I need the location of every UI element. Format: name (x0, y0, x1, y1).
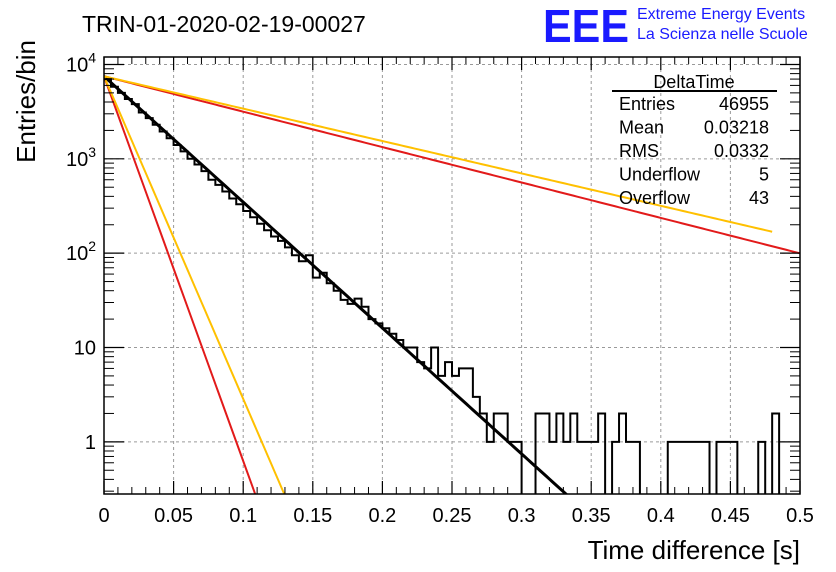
histogram-line (104, 78, 781, 494)
x-tick-label: 0.4 (647, 505, 675, 527)
stats-label: Entries (619, 94, 675, 114)
eee-logo: EEE Extreme Energy Events La Scienza nel… (543, 0, 808, 52)
y-tick-label: 104 (66, 49, 96, 76)
fit-curve-4 (104, 75, 773, 233)
x-tick-label: 0.45 (711, 505, 750, 527)
y-axis-title: Entries/bin (11, 40, 41, 163)
x-tick-label: 0.1 (229, 505, 257, 527)
plot-area (104, 75, 800, 494)
logo-mark: EEE (543, 0, 629, 52)
x-tick-label: 0.5 (786, 505, 814, 527)
x-tick-label: 0.3 (508, 505, 536, 527)
stats-value: 43 (749, 188, 769, 208)
fit-curve-5 (104, 75, 286, 494)
fit-curve-2 (104, 75, 800, 255)
stats-label: Overflow (619, 188, 691, 208)
stats-value: 46955 (719, 94, 769, 114)
y-tick-label: 10 (74, 337, 96, 359)
x-axis-title: Time difference [s] (588, 535, 800, 565)
x-tick-label: 0.2 (368, 505, 396, 527)
y-tick-label: 103 (66, 144, 96, 171)
x-axis: 0 0.05 0.1 0.15 0.2 0.25 0.3 0.35 0.4 0.45 0.5 (98, 57, 814, 527)
stats-value: 0.03218 (704, 118, 769, 138)
stats-label: RMS (619, 141, 659, 161)
stats-value: 0.0332 (714, 141, 769, 161)
stats-label: Mean (619, 118, 664, 138)
fit-curve-3 (104, 75, 257, 494)
chart-title: TRIN-01-2020-02-19-00027 (82, 11, 366, 37)
grid-lines (104, 57, 800, 494)
y-axis: 1 10 102 103 104 (66, 49, 800, 492)
y-tick-label: 1 (85, 432, 96, 454)
stats-title: DeltaTime (653, 72, 734, 92)
x-tick-label: 0.25 (433, 505, 472, 527)
x-tick-label: 0.05 (154, 505, 193, 527)
stats-label: Underflow (619, 165, 701, 185)
fit-curve-1 (104, 75, 569, 494)
x-tick-label: 0 (98, 505, 109, 527)
x-tick-label: 0.15 (293, 505, 332, 527)
logo-line-1: Extreme Energy Events (637, 6, 805, 23)
logo-line-2: La Scienza nelle Scuole (637, 26, 808, 43)
y-tick-label: 102 (66, 238, 96, 265)
x-tick-label: 0.35 (572, 505, 611, 527)
stats-value: 5 (759, 165, 769, 185)
